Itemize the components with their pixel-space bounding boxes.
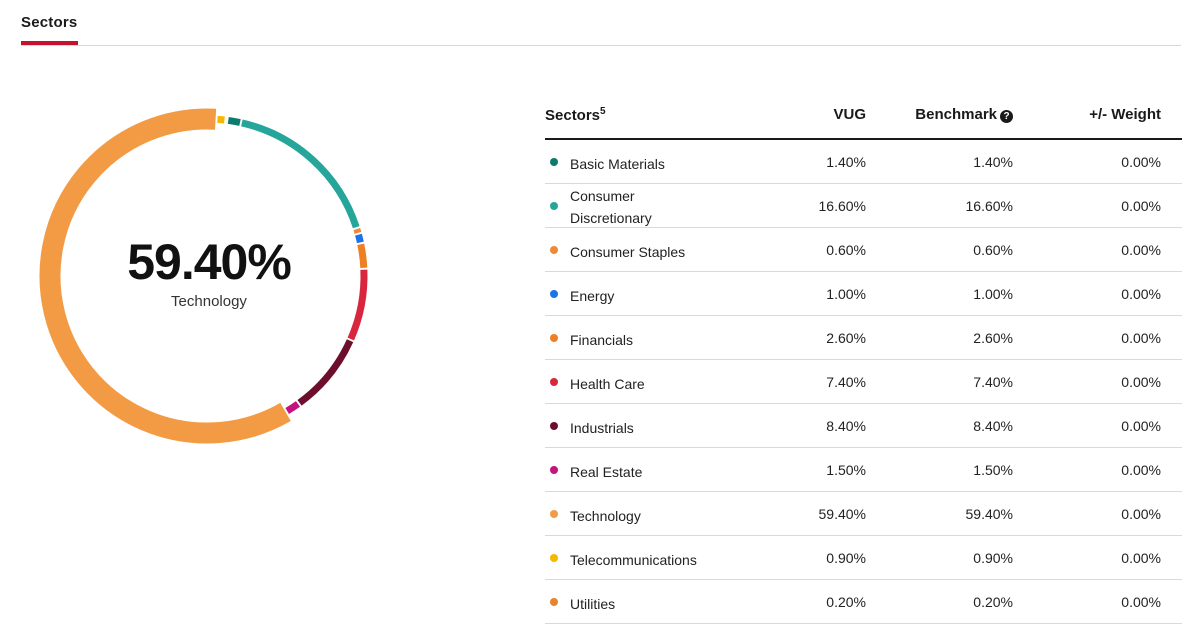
legend-dot — [550, 290, 558, 298]
header-vug: VUG — [833, 106, 866, 123]
vug-value: 8.40% — [826, 418, 866, 434]
help-icon[interactable]: ? — [1000, 110, 1013, 123]
header-benchmark: Benchmark? — [915, 106, 1013, 123]
weight-value: 0.00% — [1121, 506, 1161, 522]
table-row: Consumer Staples 0.60% 0.60% 0.00% — [545, 228, 1182, 272]
benchmark-value: 59.40% — [965, 506, 1013, 522]
legend-dot — [550, 158, 558, 166]
donut-segment-consumer-staples[interactable] — [353, 227, 362, 234]
weight-value: 0.00% — [1121, 594, 1161, 610]
header-sectors-footnote[interactable]: 5 — [600, 106, 606, 117]
header-weight: +/- Weight — [1089, 106, 1161, 123]
vug-value: 59.40% — [818, 506, 866, 522]
table-row: Financials 2.60% 2.60% 0.00% — [545, 316, 1182, 360]
tab-bar: Sectors — [21, 0, 1181, 46]
table-row: Industrials 8.40% 8.40% 0.00% — [545, 404, 1182, 448]
donut-center-label: Technology — [171, 293, 247, 310]
legend-dot — [550, 422, 558, 430]
table-row: Technology 59.40% 59.40% 0.00% — [545, 492, 1182, 536]
table-row: Telecommunications 0.90% 0.90% 0.00% — [545, 536, 1182, 580]
weight-value: 0.00% — [1121, 198, 1161, 214]
weight-value: 0.00% — [1121, 154, 1161, 170]
table-row: Energy 1.00% 1.00% 0.00% — [545, 272, 1182, 316]
table-body: Basic Materials 1.40% 1.40% 0.00% Consumer D… — [545, 140, 1182, 624]
weight-value: 0.00% — [1121, 418, 1161, 434]
vug-value: 0.60% — [826, 242, 866, 258]
donut-segment-energy[interactable] — [355, 233, 364, 244]
sector-name: Consumer Staples — [570, 244, 686, 260]
weight-value: 0.00% — [1121, 330, 1161, 346]
table-row: Health Care 7.40% 7.40% 0.00% — [545, 360, 1182, 404]
sector-name: Industrials — [570, 420, 634, 436]
vug-value: 1.50% — [826, 462, 866, 478]
benchmark-value: 1.40% — [973, 154, 1013, 170]
table-row: Basic Materials 1.40% 1.40% 0.00% — [545, 140, 1182, 184]
weight-value: 0.00% — [1121, 550, 1161, 566]
vug-value: 1.40% — [826, 154, 866, 170]
legend-dot — [550, 554, 558, 562]
legend-dot — [550, 334, 558, 342]
vug-value: 0.90% — [826, 550, 866, 566]
legend-dot — [550, 466, 558, 474]
benchmark-value: 2.60% — [973, 330, 1013, 346]
sector-name: Consumer Discretionary — [570, 188, 652, 226]
sectors-table: Sectors5 VUG Benchmark? +/- Weight Basic… — [545, 90, 1182, 624]
donut-segment-technology[interactable] — [39, 108, 291, 444]
donut-segment-health-care[interactable] — [347, 269, 368, 341]
legend-dot — [550, 202, 558, 210]
sector-name: Technology — [570, 508, 641, 524]
benchmark-value: 7.40% — [973, 374, 1013, 390]
header-benchmark-label: Benchmark — [915, 106, 997, 123]
sector-name: Utilities — [570, 596, 616, 612]
vug-value: 1.00% — [826, 286, 866, 302]
sector-name: Basic Materials — [570, 156, 665, 172]
table-row: Consumer Discretionary 16.60% 16.60% 0.00% — [545, 184, 1182, 228]
donut-segment-basic-materials[interactable] — [227, 116, 241, 126]
weight-value: 0.00% — [1121, 374, 1161, 390]
sector-name: Financials — [570, 332, 634, 348]
sector-name: Health Care — [570, 376, 645, 392]
donut-segment-real-estate[interactable] — [285, 401, 300, 414]
donut-svg — [39, 108, 368, 444]
donut-segment-consumer-discretionary[interactable] — [241, 119, 360, 229]
donut-center-value: 59.40% — [127, 234, 292, 290]
weight-value: 0.00% — [1121, 462, 1161, 478]
sector-name: Real Estate — [570, 464, 643, 480]
benchmark-value: 0.90% — [973, 550, 1013, 566]
legend-dot — [550, 246, 558, 254]
donut-segment-telecommunications[interactable] — [217, 115, 225, 124]
benchmark-value: 1.50% — [973, 462, 1013, 478]
vug-value: 0.20% — [826, 594, 866, 610]
vug-value: 16.60% — [818, 198, 866, 214]
vug-value: 7.40% — [826, 374, 866, 390]
table-row: Real Estate 1.50% 1.50% 0.00% — [545, 448, 1182, 492]
table-row: Utilities 0.20% 0.20% 0.00% — [545, 580, 1182, 624]
benchmark-value: 16.60% — [965, 198, 1013, 214]
donut-segment-financials[interactable] — [357, 243, 368, 269]
benchmark-value: 0.20% — [973, 594, 1013, 610]
vug-value: 2.60% — [826, 330, 866, 346]
active-tab-indicator — [21, 41, 78, 45]
sector-name: Energy — [570, 288, 615, 304]
header-sectors: Sectors5 — [545, 106, 606, 124]
benchmark-value: 0.60% — [973, 242, 1013, 258]
sector-donut-chart: 59.40% Technology — [36, 105, 378, 447]
legend-dot — [550, 378, 558, 386]
legend-dot — [550, 598, 558, 606]
weight-value: 0.00% — [1121, 286, 1161, 302]
weight-value: 0.00% — [1121, 242, 1161, 258]
donut-segment-industrials[interactable] — [297, 339, 354, 406]
benchmark-value: 8.40% — [973, 418, 1013, 434]
benchmark-value: 1.00% — [973, 286, 1013, 302]
sector-name: Telecommunications — [570, 552, 697, 568]
header-sectors-label: Sectors — [545, 107, 601, 124]
legend-dot — [550, 510, 558, 518]
tab-sectors[interactable]: Sectors — [21, 14, 78, 31]
table-header: Sectors5 VUG Benchmark? +/- Weight — [545, 90, 1182, 140]
